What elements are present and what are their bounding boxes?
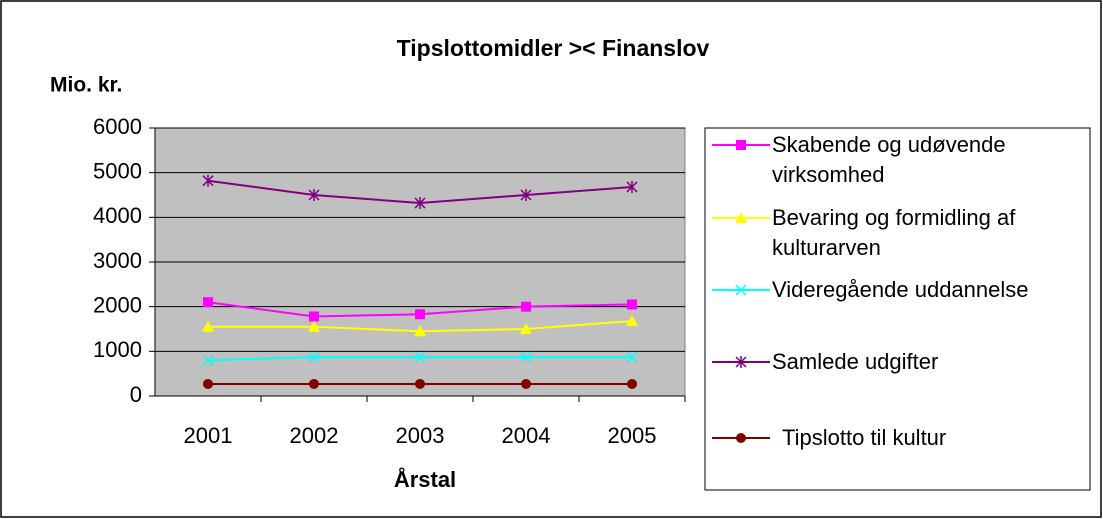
x-tick-label: 2004 (502, 423, 551, 448)
marker (202, 354, 214, 366)
legend-box (704, 127, 1091, 491)
y-tick-label: 6000 (93, 114, 142, 139)
y-tick-label: 3000 (93, 248, 142, 273)
marker (520, 351, 532, 363)
y-tick-label: 1000 (93, 337, 142, 362)
x-tick-label: 2003 (396, 423, 445, 448)
y-tick-label: 2000 (93, 292, 142, 317)
marker (309, 311, 319, 322)
marker (414, 197, 426, 210)
marker (626, 180, 638, 193)
marker (626, 351, 638, 363)
marker (308, 351, 320, 363)
x-tick-label: 2002 (290, 423, 339, 448)
marker (203, 378, 213, 389)
marker (735, 212, 747, 223)
x-tick-label: 2001 (184, 423, 233, 448)
marker (308, 320, 320, 332)
marker (521, 378, 531, 389)
marker (736, 140, 746, 150)
legend-label: Bevaring og formidling af kulturarven (772, 205, 1016, 260)
marker (414, 325, 426, 337)
marker (202, 320, 214, 332)
y-tick-label: 0 (130, 382, 142, 407)
legend-label: Skabende og udøvende virksomhed (772, 132, 1006, 187)
y-tick-label: 4000 (93, 203, 142, 228)
legend-label: Tipslotto til kultur (782, 425, 947, 450)
x-tick-label: 2005 (608, 423, 657, 448)
marker (202, 174, 214, 187)
marker (520, 323, 532, 334)
y-axis-label: Mio. kr. (50, 74, 122, 97)
marker (626, 314, 638, 326)
marker (203, 297, 213, 308)
y-tick-label: 5000 (93, 158, 142, 183)
legend-label: Samlede udgifter (772, 349, 939, 374)
marker (520, 189, 532, 201)
marker (308, 189, 320, 201)
marker (521, 301, 531, 312)
x-axis-label: Årstal (394, 466, 456, 492)
legend-label: Videregående uddannelse (772, 277, 1029, 302)
marker (736, 433, 746, 443)
marker (735, 284, 747, 296)
chart-title: Tipslottomidler >< Finanslov (397, 35, 710, 61)
marker (415, 309, 425, 320)
marker (627, 378, 637, 389)
marker (309, 378, 319, 389)
marker (414, 351, 426, 363)
marker (735, 356, 747, 368)
marker (415, 378, 425, 389)
marker (627, 299, 637, 310)
